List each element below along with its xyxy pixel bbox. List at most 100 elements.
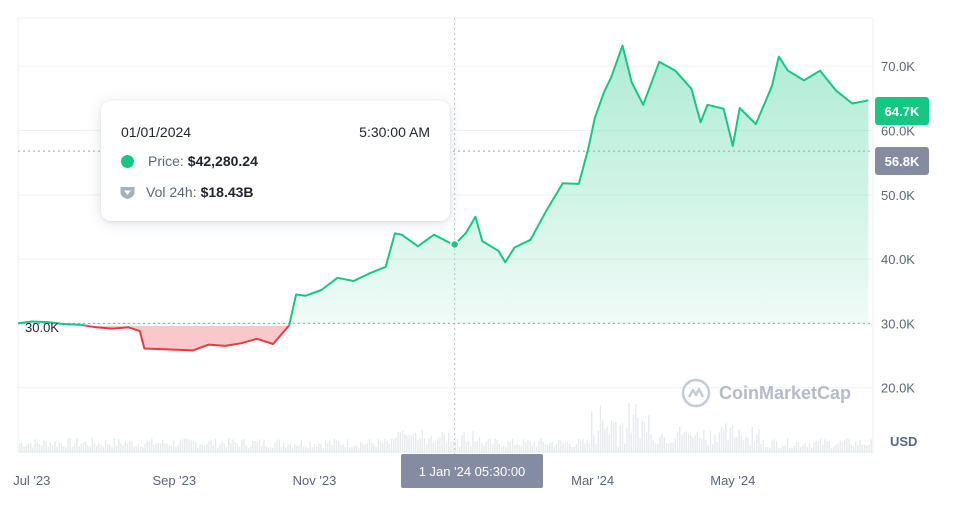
- volume-bar: [100, 444, 102, 452]
- volume-bar: [419, 438, 421, 452]
- volume-bar: [679, 426, 681, 452]
- volume-bar: [597, 430, 599, 452]
- volume-bar: [621, 423, 624, 452]
- volume-bar: [203, 445, 206, 452]
- volume-bar: [276, 439, 278, 452]
- volume-bar: [626, 427, 628, 452]
- volume-bar: [379, 441, 382, 452]
- y-tick-label: 20.0K: [881, 381, 915, 396]
- volume-bar: [173, 440, 175, 452]
- volume-bar: [870, 438, 872, 452]
- volume-bar: [795, 442, 797, 452]
- volume-bar: [720, 427, 723, 452]
- volume-bar: [344, 447, 346, 452]
- volume-bar: [430, 436, 432, 452]
- volume-bar: [753, 441, 756, 452]
- volume-bar: [698, 437, 701, 452]
- price-dot-icon: [121, 154, 134, 168]
- volume-bar: [525, 441, 527, 452]
- volume-bar: [287, 445, 289, 452]
- volume-bar: [802, 445, 804, 452]
- price-lines: [17, 44, 873, 352]
- volume-bar: [175, 446, 177, 452]
- volume-bar: [146, 441, 148, 452]
- volume-bar: [544, 444, 547, 452]
- volume-bar: [32, 447, 34, 452]
- volume-bar: [223, 443, 225, 452]
- volume-bar: [474, 441, 476, 452]
- volume-bar: [727, 440, 729, 452]
- volume-bar: [254, 441, 256, 452]
- volume-bar: [577, 438, 580, 452]
- volume-bar: [296, 445, 298, 452]
- volume-bar: [164, 443, 166, 452]
- volume-bar: [562, 442, 564, 452]
- volume-bar: [373, 443, 375, 452]
- volume-bar: [804, 443, 806, 452]
- volume-bar: [329, 440, 331, 452]
- volume-bar: [841, 442, 844, 452]
- volume-bar: [65, 447, 67, 452]
- volume-bar: [742, 440, 745, 452]
- volume-bar: [848, 439, 850, 452]
- volume-bar: [830, 447, 833, 452]
- volume-bar: [388, 443, 390, 452]
- volume-bar: [582, 438, 584, 452]
- volume-bar: [177, 445, 179, 452]
- volume-bar: [463, 431, 465, 452]
- volume-bar: [489, 438, 492, 452]
- price-area: [18, 45, 869, 351]
- volume-bar: [27, 443, 30, 452]
- tooltip-time: 5:30:00 AM: [359, 124, 430, 140]
- volume-bar: [839, 440, 841, 452]
- volume-bar: [269, 447, 272, 452]
- volume-bar: [540, 438, 542, 452]
- volume-bar: [586, 439, 588, 452]
- volume-bar: [551, 442, 553, 452]
- volume-bar: [782, 446, 784, 452]
- volume-bar: [305, 446, 307, 452]
- volume-bar: [780, 447, 782, 452]
- volume-bar: [206, 444, 208, 452]
- volume-bar: [144, 443, 146, 452]
- volume-bar: [74, 443, 76, 452]
- hover-point: [449, 239, 460, 250]
- volume-bar: [272, 447, 274, 452]
- volume-bar: [549, 442, 551, 452]
- volume-bar: [78, 446, 80, 452]
- volume-bar: [43, 440, 45, 452]
- volume-bar: [252, 440, 254, 452]
- volume-bar: [274, 442, 276, 452]
- volume-bar: [80, 443, 82, 452]
- x-tick-label: Jul '23: [13, 473, 50, 488]
- volume-bar: [197, 447, 199, 452]
- volume-bar: [179, 440, 181, 452]
- volume-bar: [646, 432, 648, 452]
- volume-bar: [852, 446, 855, 452]
- volume-bar: [261, 445, 263, 452]
- volume-bar: [397, 431, 399, 452]
- volume-bar: [96, 445, 98, 452]
- current-price-badge: 64.7K: [875, 97, 929, 125]
- volume-bar: [318, 443, 320, 452]
- volume-bar: [676, 431, 679, 452]
- volume-bar: [615, 421, 617, 452]
- volume-bar: [654, 443, 657, 452]
- volume-bar: [663, 437, 665, 452]
- volume-bar: [485, 441, 487, 452]
- volume-bar: [593, 434, 595, 452]
- volume-bar: [115, 445, 118, 452]
- y-tick-label: 40.0K: [881, 252, 915, 267]
- volume-bar: [208, 441, 210, 452]
- tooltip-price-label: Price:: [148, 153, 184, 169]
- volume-bar: [364, 444, 366, 452]
- volume-bar: [771, 440, 773, 452]
- volume-bar: [690, 435, 692, 452]
- volume-bar: [652, 440, 654, 452]
- y-unit-label: USD: [890, 434, 917, 449]
- volume-bar: [604, 429, 606, 452]
- watermark: CoinMarketCap: [681, 378, 851, 408]
- price-line-down: [81, 326, 290, 352]
- volume-bar: [670, 442, 672, 452]
